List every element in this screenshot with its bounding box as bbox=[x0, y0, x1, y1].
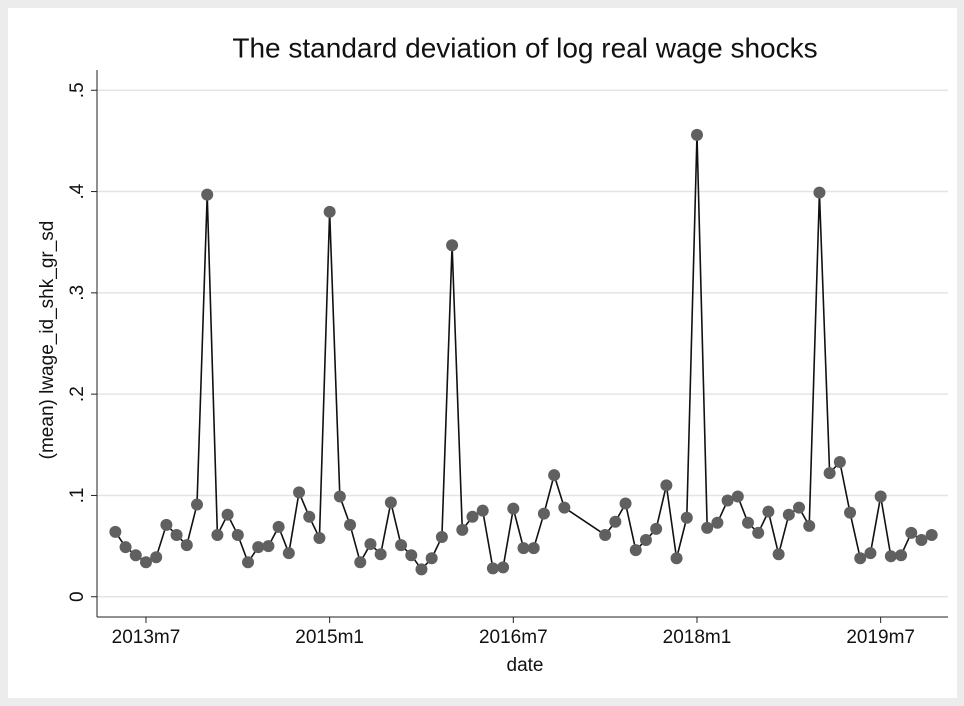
marker bbox=[680, 511, 693, 524]
marker bbox=[650, 522, 663, 535]
marker bbox=[823, 467, 836, 480]
marker bbox=[354, 556, 367, 569]
chart-title: The standard deviation of log real wage … bbox=[232, 32, 817, 63]
y-tick-label: .5 bbox=[67, 82, 88, 98]
marker bbox=[190, 498, 203, 511]
marker bbox=[364, 538, 377, 551]
marker bbox=[558, 501, 571, 514]
marker bbox=[374, 548, 387, 561]
marker bbox=[803, 519, 816, 532]
marker bbox=[537, 507, 550, 520]
marker bbox=[405, 549, 418, 562]
x-tick-label: 2018m1 bbox=[663, 627, 732, 648]
marker bbox=[517, 542, 530, 555]
marker bbox=[344, 518, 357, 531]
marker bbox=[915, 534, 928, 547]
marker bbox=[833, 456, 846, 469]
x-tick-label: 2015m1 bbox=[295, 627, 364, 648]
marker bbox=[425, 552, 438, 565]
marker bbox=[884, 550, 897, 563]
marker bbox=[221, 508, 234, 521]
marker bbox=[599, 528, 612, 541]
marker bbox=[150, 551, 163, 564]
y-tick-label: .2 bbox=[67, 386, 88, 402]
marker bbox=[272, 520, 285, 533]
y-axis-label: (mean) lwage_id_shk_gr_sd bbox=[37, 221, 58, 460]
marker bbox=[129, 549, 142, 562]
marker bbox=[527, 542, 540, 555]
marker bbox=[731, 490, 744, 503]
marker bbox=[742, 516, 755, 529]
y-tick-label: .3 bbox=[67, 285, 88, 301]
marker bbox=[323, 205, 336, 218]
y-tick-label: .1 bbox=[67, 488, 88, 504]
marker bbox=[466, 510, 479, 523]
marker bbox=[629, 544, 642, 557]
plot-area bbox=[97, 70, 948, 617]
marker bbox=[690, 128, 703, 141]
marker bbox=[660, 479, 673, 492]
marker bbox=[854, 552, 867, 565]
marker bbox=[262, 540, 275, 553]
marker bbox=[507, 502, 520, 515]
marker bbox=[925, 528, 938, 541]
marker bbox=[242, 556, 255, 569]
marker bbox=[497, 561, 510, 574]
marker bbox=[446, 239, 459, 252]
marker bbox=[772, 548, 785, 561]
marker bbox=[139, 556, 152, 569]
marker bbox=[303, 510, 316, 523]
marker bbox=[619, 497, 632, 510]
marker bbox=[211, 528, 224, 541]
marker bbox=[160, 518, 173, 531]
marker bbox=[313, 531, 326, 544]
marker bbox=[762, 505, 775, 518]
marker bbox=[282, 547, 295, 560]
marker bbox=[415, 563, 428, 576]
marker bbox=[456, 523, 469, 536]
marker bbox=[639, 534, 652, 547]
marker bbox=[231, 528, 244, 541]
marker bbox=[905, 526, 918, 539]
marker bbox=[180, 539, 193, 552]
marker bbox=[109, 525, 122, 538]
marker bbox=[333, 490, 346, 503]
y-tick-label: 0 bbox=[67, 591, 88, 602]
marker bbox=[752, 526, 765, 539]
marker bbox=[813, 186, 826, 199]
marker bbox=[609, 515, 622, 528]
marker bbox=[721, 494, 734, 507]
marker bbox=[201, 188, 214, 201]
x-tick-label: 2016m7 bbox=[479, 627, 548, 648]
marker bbox=[384, 496, 397, 509]
marker bbox=[119, 541, 132, 554]
marker bbox=[864, 547, 877, 560]
marker bbox=[874, 490, 887, 503]
marker bbox=[293, 486, 306, 499]
marker bbox=[252, 541, 265, 554]
marker bbox=[793, 501, 806, 514]
y-tick-label: .4 bbox=[67, 183, 88, 199]
marker bbox=[548, 469, 561, 482]
marker bbox=[895, 549, 908, 562]
marker bbox=[395, 539, 408, 552]
marker bbox=[701, 521, 714, 534]
marker bbox=[435, 530, 448, 543]
x-tick-label: 2013m7 bbox=[112, 627, 181, 648]
marker bbox=[844, 506, 857, 519]
marker bbox=[486, 562, 499, 575]
marker bbox=[782, 508, 795, 521]
marker bbox=[670, 552, 683, 565]
x-axis-label: date bbox=[507, 655, 544, 676]
marker bbox=[170, 528, 183, 541]
x-tick-label: 2019m7 bbox=[846, 627, 915, 648]
marker bbox=[711, 516, 724, 529]
marker bbox=[476, 504, 489, 517]
